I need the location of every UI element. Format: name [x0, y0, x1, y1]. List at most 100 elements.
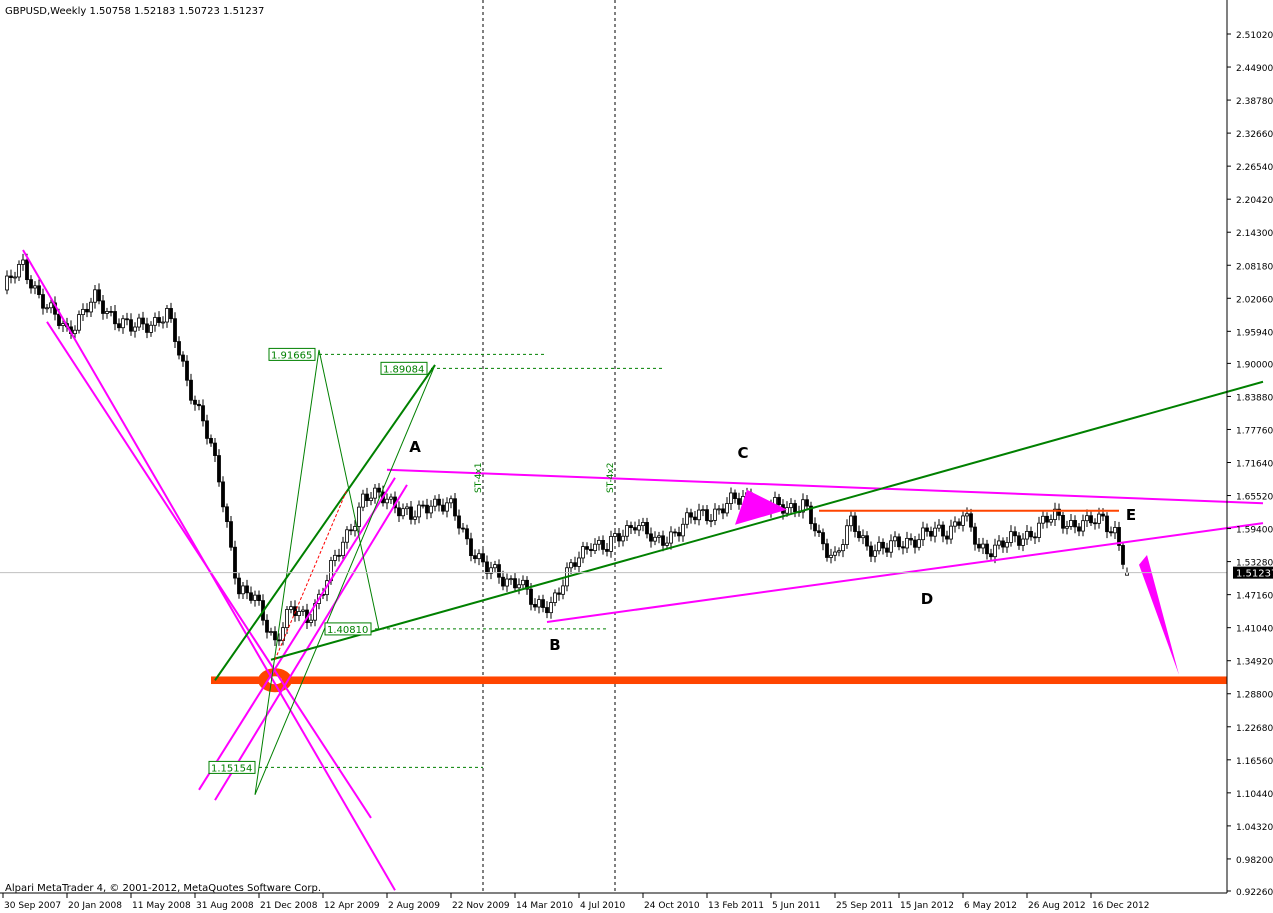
candle: [221, 481, 225, 508]
candle: [137, 317, 141, 328]
candle: [301, 609, 305, 612]
price-tick-label: 1.16560: [1236, 757, 1273, 767]
candle: [917, 539, 921, 548]
time-tick-label: 16 Dec 2012: [1092, 901, 1150, 911]
candle: [245, 585, 249, 594]
candle: [217, 455, 221, 483]
magenta-trendline: [198, 477, 396, 791]
price-tick-label: 1.95940: [1236, 328, 1273, 338]
candle: [1021, 538, 1025, 546]
candle: [505, 578, 509, 587]
price-tick-label: 1.53280: [1236, 559, 1273, 569]
candle: [401, 508, 405, 517]
candle: [777, 497, 781, 506]
candle: [1033, 536, 1037, 539]
candle: [721, 508, 725, 514]
candle: [541, 599, 545, 608]
candle: [857, 531, 861, 539]
candle: [669, 531, 673, 544]
candle: [933, 527, 937, 537]
candle: [557, 592, 561, 595]
candle: [173, 318, 177, 342]
candle: [685, 512, 689, 525]
candle: [825, 543, 829, 558]
candle: [337, 554, 341, 557]
candle: [785, 507, 789, 514]
candle: [37, 285, 41, 295]
candle: [1013, 531, 1017, 537]
candle: [957, 521, 961, 526]
candle: [629, 525, 633, 529]
candle: [705, 509, 709, 522]
candle: [665, 542, 669, 546]
candle: [1061, 514, 1065, 529]
time-tick-label: 5 Jun 2011: [772, 901, 820, 911]
green-trendline: [214, 364, 436, 681]
time-tick-label: 26 Aug 2012: [1028, 901, 1086, 911]
price-tick-label: 2.44900: [1236, 64, 1273, 74]
candle: [941, 524, 945, 537]
candle: [885, 547, 889, 553]
candle: [945, 535, 949, 540]
candle: [1109, 531, 1113, 534]
candle: [61, 323, 65, 326]
candle: [25, 259, 29, 281]
candle: [545, 607, 549, 614]
candle: [433, 498, 437, 507]
price-tick-label: 0.92260: [1236, 888, 1273, 898]
price-tick-label: 2.08180: [1236, 262, 1273, 272]
candle: [241, 585, 245, 595]
candle: [405, 506, 409, 510]
price-tick-label: 1.28800: [1236, 691, 1273, 701]
candle: [293, 606, 297, 617]
price-tick-label: 2.32660: [1236, 130, 1273, 140]
candle: [573, 562, 577, 567]
candle: [921, 527, 925, 541]
candle: [589, 548, 593, 552]
candle: [637, 525, 641, 531]
candle: [585, 546, 589, 550]
candle: [1057, 508, 1061, 516]
candle: [809, 505, 813, 525]
candle: [449, 498, 453, 504]
candle: [717, 508, 721, 511]
candle: [837, 550, 841, 553]
cycle-line-label: ST-4x2: [606, 463, 616, 493]
candle: [913, 539, 917, 548]
candle: [93, 289, 97, 303]
candle: [1105, 515, 1109, 533]
candle: [661, 535, 665, 546]
price-tick-label: 2.20420: [1236, 196, 1273, 206]
candle: [697, 509, 701, 521]
candle: [385, 498, 389, 504]
candle: [521, 579, 525, 586]
candle: [489, 567, 493, 574]
candle: [973, 526, 977, 545]
candle: [125, 318, 129, 321]
candle: [633, 527, 637, 531]
candle: [1053, 508, 1057, 520]
candle: [81, 308, 85, 316]
candle: [537, 599, 541, 608]
candle: [353, 526, 357, 532]
green-trendline: [318, 349, 380, 631]
candle: [485, 561, 489, 574]
candle: [909, 537, 913, 541]
price-tick-label: 0.98200: [1236, 856, 1273, 866]
green-trendline: [270, 380, 1264, 661]
candle: [1081, 520, 1085, 532]
candle: [509, 578, 513, 581]
time-tick-label: 20 Jan 2008: [68, 901, 122, 911]
magenta-trendline: [214, 484, 408, 801]
candle: [725, 503, 729, 514]
candle: [729, 492, 733, 504]
candle: [277, 639, 281, 642]
candle: [645, 522, 649, 535]
candle: [477, 553, 481, 560]
candle: [1077, 526, 1081, 532]
candle: [1101, 513, 1105, 517]
candle: [673, 531, 677, 534]
candle: [133, 326, 137, 332]
candle: [109, 311, 113, 313]
